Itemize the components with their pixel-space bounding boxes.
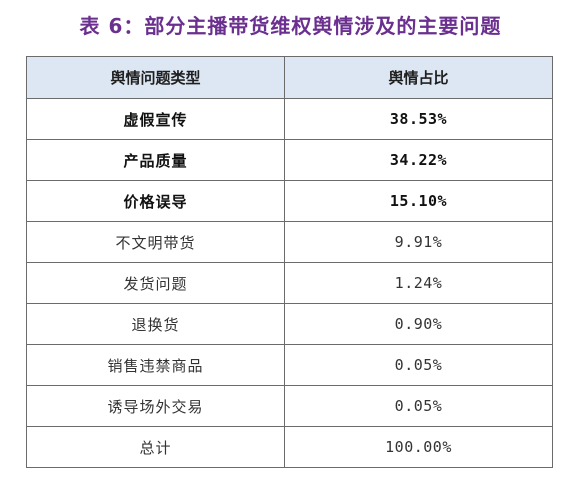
issue-type-cell: 虚假宣传 xyxy=(26,98,285,140)
table-row: 退换货 0.90% xyxy=(26,303,553,345)
column-header-share: 舆情占比 xyxy=(284,56,553,99)
issue-type-cell: 发货问题 xyxy=(26,262,285,304)
share-cell: 0.05% xyxy=(284,344,553,386)
issue-type-cell: 价格误导 xyxy=(26,180,285,222)
total-label-cell: 总计 xyxy=(26,426,285,468)
table-row: 诱导场外交易 0.05% xyxy=(26,385,553,427)
issue-type-cell: 诱导场外交易 xyxy=(26,385,285,427)
table-row: 价格误导 15.10% xyxy=(26,180,553,222)
share-cell: 1.24% xyxy=(284,262,553,304)
issue-type-cell: 产品质量 xyxy=(26,139,285,181)
share-cell: 0.05% xyxy=(284,385,553,427)
sentiment-issue-table: 舆情问题类型 舆情占比 虚假宣传 38.53% 产品质量 34.22% 价格误导… xyxy=(26,56,553,468)
share-cell: 15.10% xyxy=(284,180,553,222)
table-caption: 表 6：部分主播带货维权舆情涉及的主要问题 xyxy=(79,14,502,38)
table-row: 销售违禁商品 0.05% xyxy=(26,344,553,386)
share-cell: 9.91% xyxy=(284,221,553,263)
table-header-row: 舆情问题类型 舆情占比 xyxy=(26,56,553,99)
table-row: 发货问题 1.24% xyxy=(26,262,553,304)
column-header-issue-type: 舆情问题类型 xyxy=(26,56,285,99)
issue-type-cell: 销售违禁商品 xyxy=(26,344,285,386)
issue-type-cell: 不文明带货 xyxy=(26,221,285,263)
table-row: 产品质量 34.22% xyxy=(26,139,553,181)
table-row: 虚假宣传 38.53% xyxy=(26,98,553,140)
share-cell: 0.90% xyxy=(284,303,553,345)
table-row: 不文明带货 9.91% xyxy=(26,221,553,263)
share-cell: 34.22% xyxy=(284,139,553,181)
table-total-row: 总计 100.00% xyxy=(26,426,553,468)
total-share-cell: 100.00% xyxy=(284,426,553,468)
share-cell: 38.53% xyxy=(284,98,553,140)
issue-type-cell: 退换货 xyxy=(26,303,285,345)
